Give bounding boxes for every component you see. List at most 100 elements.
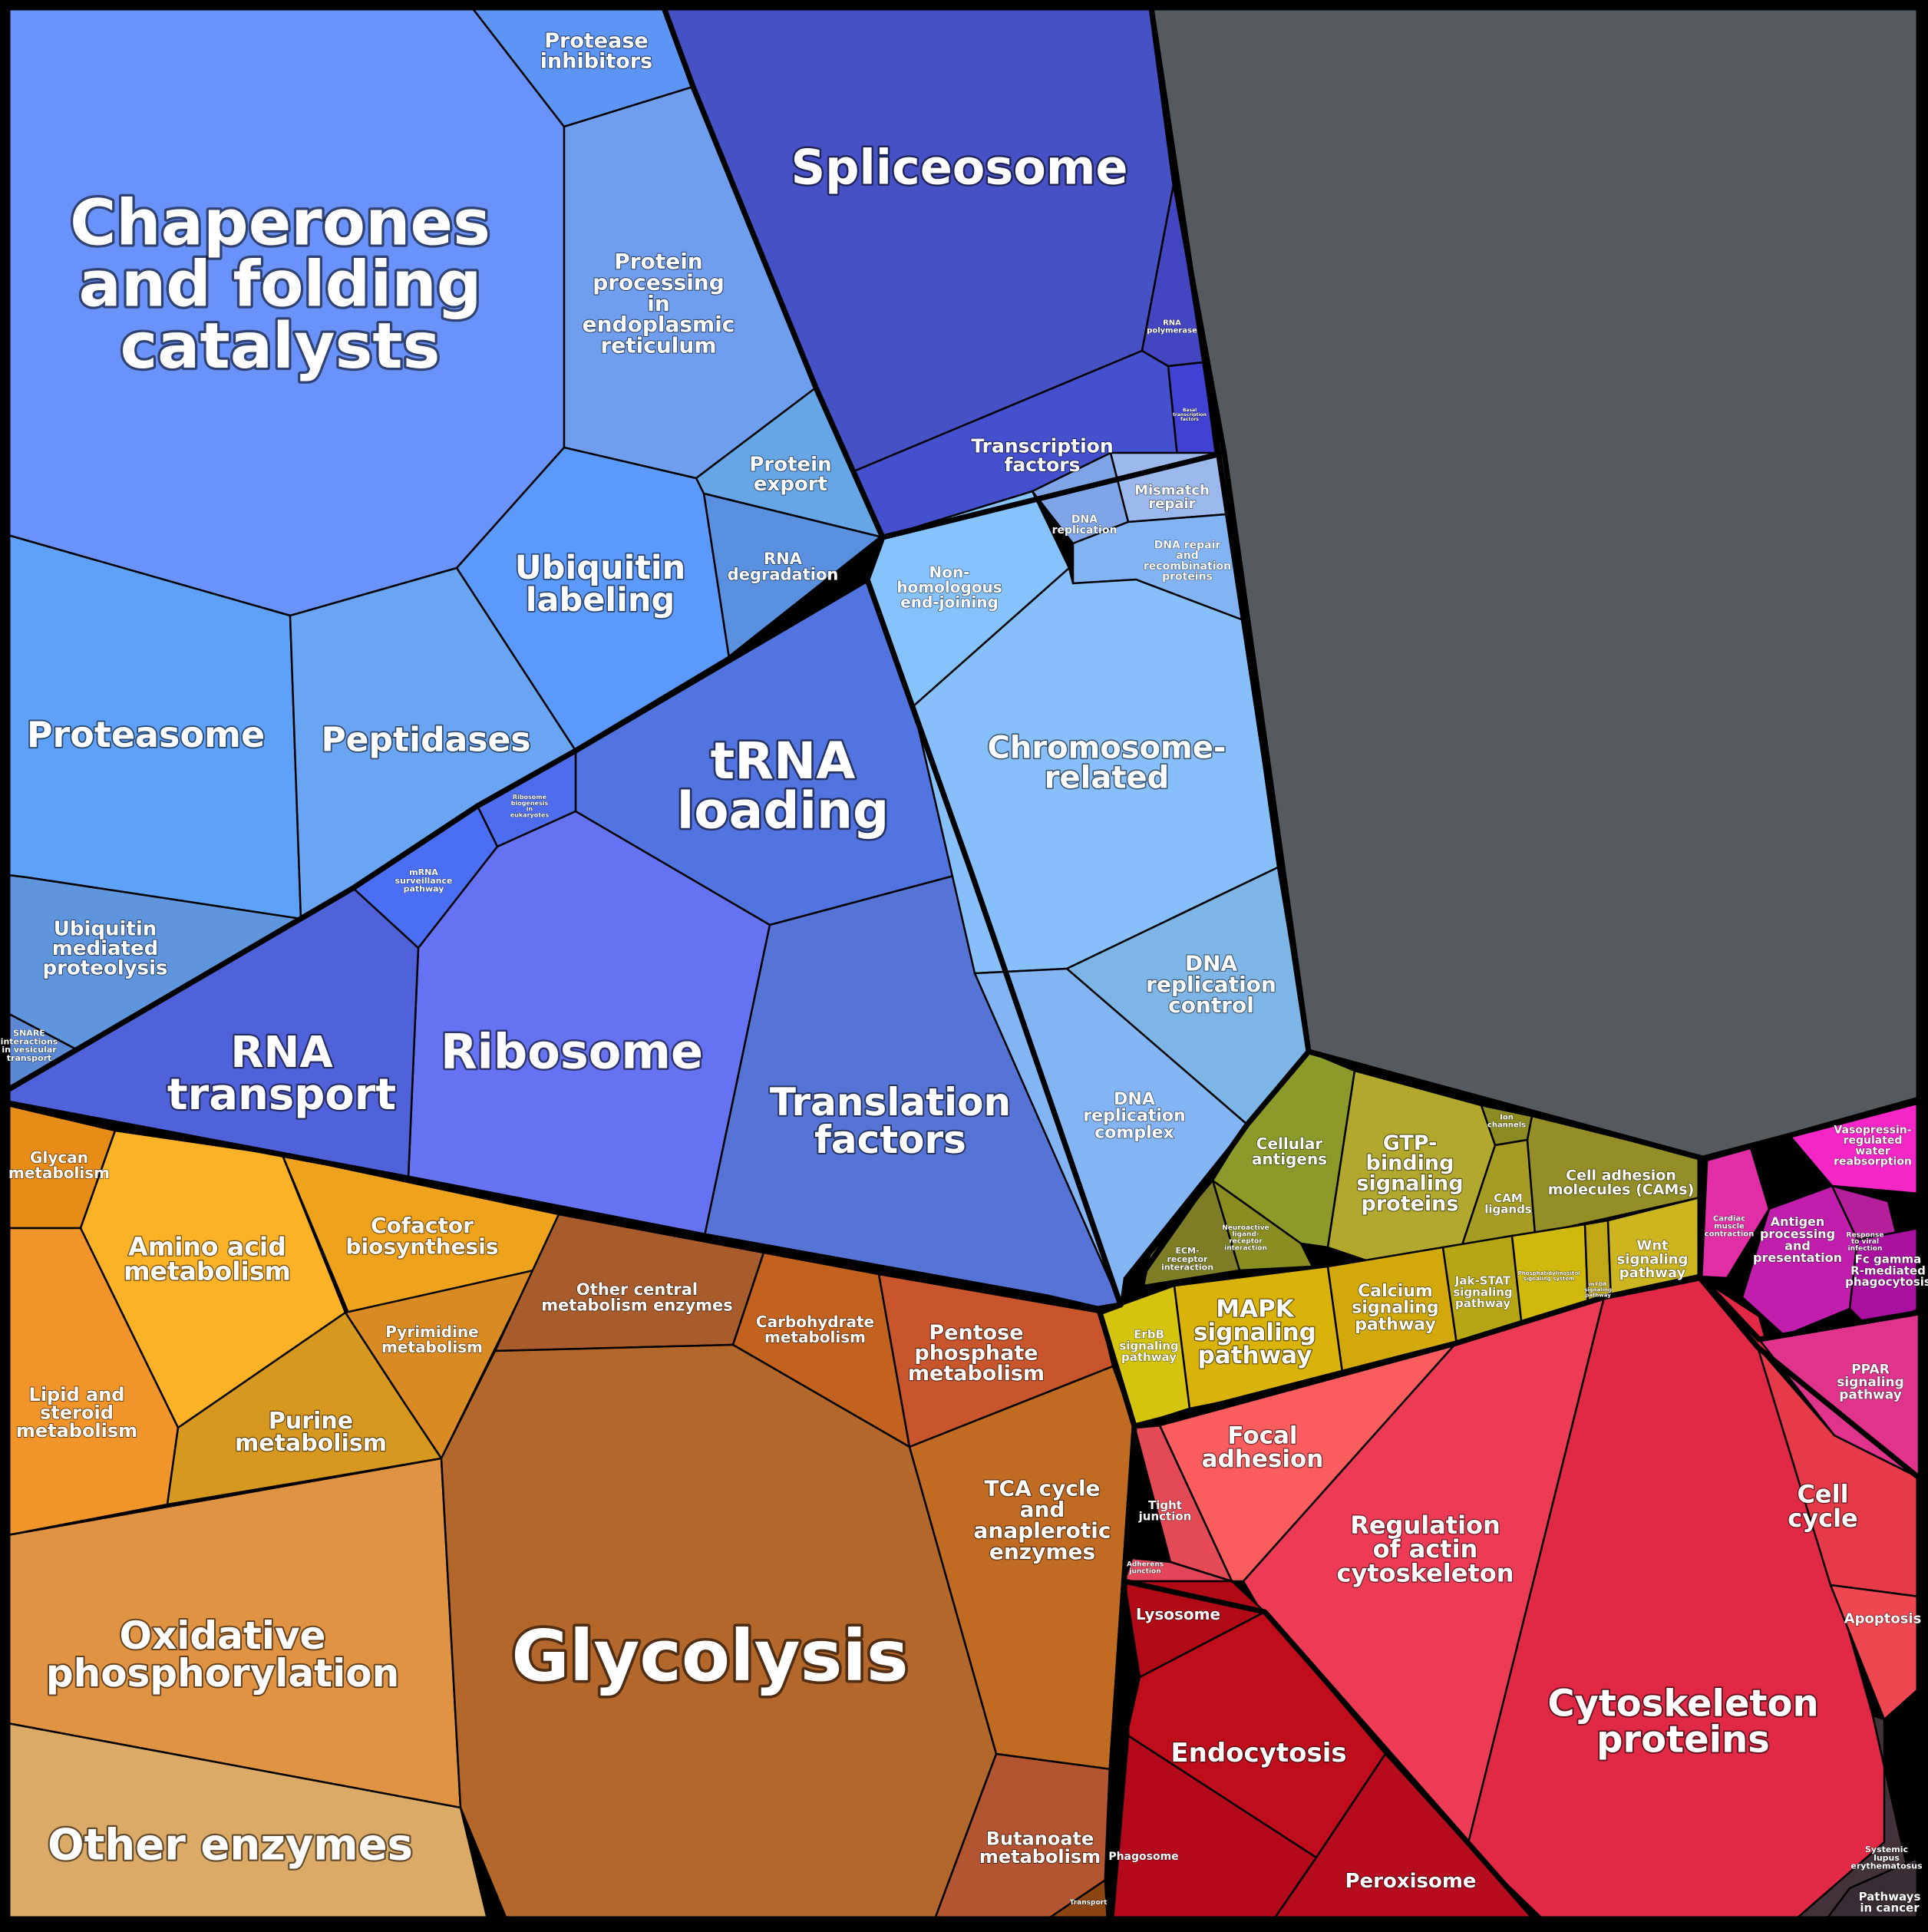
label-line: antigens xyxy=(1252,1150,1327,1168)
label-line: Basal xyxy=(1183,408,1197,413)
label-line: metabolism xyxy=(381,1338,483,1356)
label-lipid: Lipid and steroid metabolism xyxy=(16,1384,137,1442)
label-line: polymerase xyxy=(1147,326,1197,335)
label-line: Butanoate xyxy=(986,1828,1094,1850)
label-line: factors xyxy=(1180,417,1199,422)
label-line: Ribosome xyxy=(441,1024,703,1080)
label-oxphos: Oxidative phosphorylation xyxy=(46,1613,399,1696)
label-line: complex xyxy=(1094,1123,1174,1142)
label-line: phagocytosis xyxy=(1845,1275,1928,1289)
label-line: and xyxy=(1784,1238,1811,1253)
label-line: mediated xyxy=(52,937,158,960)
label-line: pathway xyxy=(1121,1350,1177,1364)
label-line: Response xyxy=(1847,1231,1884,1239)
label-line: ligand- xyxy=(1232,1231,1259,1239)
label-cofactor: Cofactor biosynthesis xyxy=(346,1213,499,1259)
label-line: Other central xyxy=(576,1280,698,1299)
label-line: cytoskeleton xyxy=(1336,1559,1514,1588)
label-line: and folding xyxy=(79,249,482,322)
label-line: muscle xyxy=(1714,1223,1745,1231)
label-line: Vasopressin- xyxy=(1834,1124,1911,1136)
label-wnt: Wnt signaling pathway xyxy=(1617,1238,1689,1281)
label-line: metabolism xyxy=(16,1420,137,1442)
label-line: Transcription xyxy=(971,435,1113,457)
label-line: proteins xyxy=(1162,570,1213,583)
label-spliceosome: Spliceosome xyxy=(791,140,1127,196)
label-ribosome-biogenesis: Ribosome biogenesis in eukaryotes xyxy=(510,794,550,819)
label-line: DNA xyxy=(1185,950,1238,976)
label-line: water xyxy=(1855,1145,1890,1158)
label-ecm-receptor: ECM-receptor interaction xyxy=(1161,1246,1213,1273)
label-line: export xyxy=(754,473,827,496)
cell-dna-rep-complex[interactable] xyxy=(973,967,1249,1309)
label-line: Glycolysis xyxy=(511,1615,908,1697)
label-line: channels xyxy=(1487,1121,1526,1129)
label-rna-degradation: RNA degradation xyxy=(728,550,839,584)
label-endocytosis: Endocytosis xyxy=(1170,1738,1346,1769)
label-line: DNA xyxy=(1114,1090,1155,1109)
label-line: regulated xyxy=(1844,1134,1903,1147)
label-line: Endocytosis xyxy=(1170,1738,1346,1769)
label-line: metabolism xyxy=(8,1164,110,1182)
label-line: Phagosome xyxy=(1108,1851,1178,1863)
label-mrna-surveillance: mRNA surveillance pathway xyxy=(395,867,453,894)
label-line: tRNA xyxy=(711,732,856,791)
label-line: Protease xyxy=(544,29,648,53)
label-fc-gamma: Fc gamma R-mediated phagocytosis xyxy=(1845,1253,1928,1289)
label-line: Translation xyxy=(770,1080,1011,1125)
label-line: and xyxy=(1020,1497,1065,1522)
group-border xyxy=(1106,1275,1922,1922)
label-line: Cofactor xyxy=(371,1213,474,1238)
label-line: signaling xyxy=(1119,1339,1178,1352)
label-peroxisome: Peroxisome xyxy=(1345,1870,1476,1893)
label-cellular-antigens: Cellular antigens xyxy=(1252,1134,1327,1168)
label-carbohydrate: Carbohydrate metabolism xyxy=(756,1313,874,1346)
cell-purine[interactable] xyxy=(166,1311,444,1506)
label-line: Non- xyxy=(929,563,969,581)
label-neuro-ligand: Neuroactive ligand-receptor interaction xyxy=(1222,1224,1269,1252)
label-line: surveillance xyxy=(395,876,453,886)
label-line: Lysosome xyxy=(1136,1605,1220,1623)
label-line: metabolism xyxy=(908,1362,1045,1385)
label-line: replication xyxy=(1146,972,1276,997)
label-line: infection xyxy=(1848,1245,1883,1253)
label-dna-replication: DNA replication xyxy=(1052,514,1118,537)
label-line: endoplasmic xyxy=(583,312,735,337)
label-line: Cytoskeleton xyxy=(1547,1682,1818,1725)
label-line: metabolism xyxy=(979,1846,1101,1868)
label-line: factors xyxy=(814,1118,966,1162)
label-focal-adhesion: Focal adhesion xyxy=(1202,1422,1324,1473)
label-translation-factors: Translation factors xyxy=(770,1080,1011,1162)
label-line: Protein xyxy=(749,453,831,476)
label-line: Pyrimidine xyxy=(385,1323,478,1341)
label-line: in vesicular xyxy=(2,1045,57,1055)
label-amino-acid: Amino acid metabolism xyxy=(124,1231,291,1286)
label-phagosome: Phagosome xyxy=(1108,1851,1178,1863)
label-line: molecules (CAMs) xyxy=(1548,1181,1695,1198)
label-line: ErbB xyxy=(1134,1328,1164,1342)
group-border xyxy=(1108,1578,1538,1922)
label-line: in xyxy=(527,806,533,813)
label-line: Peptidases xyxy=(321,720,530,759)
label-other-central: Other central metabolism enzymes xyxy=(541,1280,733,1315)
label-regulation-actin: Regulation of actin cytoskeleton xyxy=(1336,1511,1514,1588)
label-line: GTP- xyxy=(1383,1131,1438,1155)
label-line: SNARE xyxy=(13,1029,45,1039)
label-line: signaling xyxy=(1352,1299,1438,1318)
label-line: Purine xyxy=(269,1408,353,1435)
label-line: Pentose xyxy=(929,1321,1023,1345)
label-tca: TCA cycle and anaplerotic enzymes xyxy=(974,1476,1111,1564)
label-line: proteins xyxy=(1596,1718,1770,1761)
label-apoptosis: Apoptosis xyxy=(1844,1610,1922,1627)
label-dna-rep-control: DNA replication control xyxy=(1146,950,1276,1018)
label-line: in xyxy=(647,291,670,316)
label-line: end-joining xyxy=(900,593,999,612)
label-line: pathway xyxy=(1198,1342,1312,1369)
label-line: adhesion xyxy=(1202,1445,1324,1473)
label-line: recombination xyxy=(1144,560,1231,573)
label-antigen: Antigen processing and presentation xyxy=(1753,1214,1842,1265)
label-trna-loading: tRNA loading xyxy=(677,732,890,841)
label-line: signaling xyxy=(1453,1285,1512,1299)
